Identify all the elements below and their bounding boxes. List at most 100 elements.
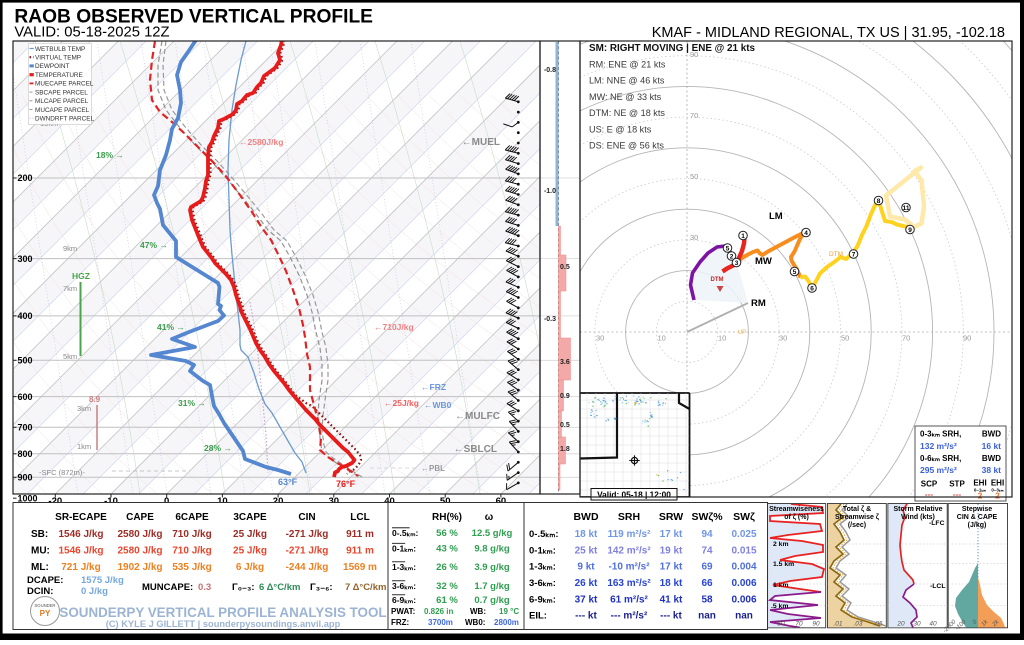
svg-text:0.025: 0.025	[731, 529, 756, 540]
svg-text:CIN: CIN	[298, 512, 315, 523]
svg-text:SB:: SB:	[31, 529, 48, 540]
svg-text:70: 70	[690, 111, 698, 120]
svg-text:18 kt: 18 kt	[575, 529, 598, 540]
svg-text:4: 4	[804, 230, 808, 237]
svg-text:BWD: BWD	[982, 454, 1001, 463]
svg-text:Stepwise: Stepwise	[962, 506, 992, 513]
svg-text:7: 7	[852, 251, 856, 258]
svg-text:90: 90	[963, 334, 971, 343]
svg-text:ω: ω	[485, 512, 494, 523]
svg-text:(/sec): (/sec)	[848, 522, 866, 529]
svg-text:DTM: DTM	[829, 251, 843, 258]
svg-text:2580 J/kg: 2580 J/kg	[117, 546, 162, 557]
svg-text:DCAPE:: DCAPE:	[27, 575, 63, 586]
svg-text:25 kt: 25 kt	[575, 546, 598, 557]
svg-text:26 kt: 26 kt	[575, 578, 598, 589]
svg-text:.03: .03	[853, 621, 862, 628]
svg-text:UP: UP	[738, 330, 746, 336]
svg-text:5: 5	[726, 245, 730, 252]
svg-text:-271 J/kg: -271 J/kg	[286, 546, 329, 557]
svg-text:1.8: 1.8	[560, 446, 570, 453]
svg-text:0.015: 0.015	[731, 546, 756, 557]
svg-text:19 kt: 19 kt	[660, 546, 683, 557]
svg-text:←WB0: ←WB0	[424, 400, 452, 410]
svg-text:3700m: 3700m	[428, 618, 453, 627]
svg-text:5km: 5km	[63, 352, 77, 361]
svg-text:←25J/kg: ←25J/kg	[384, 398, 419, 408]
svg-text:10: 10	[658, 334, 666, 343]
svg-text:SWζ: SWζ	[733, 511, 755, 523]
svg-text:3: 3	[735, 260, 739, 267]
svg-text:-10 m²/s²: -10 m²/s²	[608, 562, 650, 573]
svg-text:8: 8	[877, 198, 881, 205]
svg-text:41 kt: 41 kt	[660, 595, 683, 606]
svg-text:56 %: 56 %	[436, 528, 458, 539]
svg-text:--- m²/s²: --- m²/s²	[611, 611, 648, 622]
svg-text:WETBULB TEMP: WETBULB TEMP	[35, 46, 85, 53]
svg-text:10: 10	[718, 334, 726, 343]
svg-text:ML:: ML:	[31, 562, 49, 573]
svg-text:0.004: 0.004	[731, 562, 756, 573]
svg-text:EHI: EHI	[973, 479, 986, 488]
svg-text:5: 5	[793, 269, 797, 276]
svg-text:30: 30	[913, 621, 921, 628]
svg-text:WB0:: WB0:	[465, 618, 485, 627]
svg-text:200: 200	[18, 173, 33, 183]
svg-text:535 J/kg: 535 J/kg	[172, 562, 211, 573]
svg-text:US: E @ 18 kts: US: E @ 18 kts	[589, 124, 652, 134]
svg-text:3km: 3km	[77, 404, 91, 413]
svg-text:3.9 g/kg: 3.9 g/kg	[474, 562, 510, 573]
svg-text:.01: .01	[833, 621, 842, 628]
svg-text:30: 30	[690, 233, 698, 242]
svg-text:69: 69	[701, 562, 713, 573]
svg-text:(J/kg): (J/kg)	[968, 522, 987, 529]
svg-text:←SBLCL: ←SBLCL	[454, 444, 497, 455]
svg-text:43 %: 43 %	[436, 544, 458, 555]
svg-text:76°F: 76°F	[336, 479, 356, 489]
svg-text:25 J/kg: 25 J/kg	[233, 529, 267, 540]
svg-text:163 m²/s²: 163 m²/s²	[607, 578, 651, 589]
svg-text:SOUNDER: SOUNDER	[35, 603, 56, 608]
svg-text:1902 J/kg: 1902 J/kg	[117, 562, 162, 573]
svg-text:9km: 9km	[63, 244, 77, 253]
svg-text:1546 J/kg: 1546 J/kg	[58, 546, 103, 557]
svg-text:SRH: SRH	[618, 511, 640, 523]
svg-text:BWD: BWD	[573, 511, 598, 523]
svg-text:18% →: 18% →	[96, 150, 124, 160]
svg-text:PWAT:: PWAT:	[391, 607, 415, 616]
svg-text:MUECAPE PARCEL: MUECAPE PARCEL	[35, 81, 94, 88]
svg-text:(C) KYLE J GILLETT | sounderpy: (C) KYLE J GILLETT | sounderpysoundings.…	[106, 619, 341, 629]
svg-text:6-9ₖₘ:: 6-9ₖₘ:	[392, 595, 416, 605]
svg-text:1569 m: 1569 m	[343, 562, 377, 573]
svg-text:6: 6	[810, 285, 814, 292]
svg-text:←PBL: ←PBL	[421, 464, 445, 473]
svg-text:STP: STP	[949, 480, 965, 489]
svg-text:CIN & CAPE: CIN & CAPE	[957, 514, 998, 521]
svg-text:19 °C: 19 °C	[499, 607, 519, 616]
svg-text:Streamwiseness: Streamwiseness	[769, 506, 824, 513]
svg-text:2: 2	[978, 491, 983, 501]
svg-text:9 kt: 9 kt	[577, 562, 595, 573]
svg-text:31% →: 31% →	[178, 398, 206, 408]
svg-text:of ζ (%): of ζ (%)	[784, 514, 809, 521]
svg-text:-LCL: -LCL	[930, 583, 945, 590]
svg-text:Γ₀₋₃:: Γ₀₋₃:	[232, 582, 255, 593]
svg-text:25 J/kg: 25 J/kg	[233, 546, 267, 557]
svg-text:6 Δ°C/km: 6 Δ°C/km	[259, 582, 300, 593]
svg-text:710 J/kg: 710 J/kg	[172, 529, 211, 540]
svg-text:26 %: 26 %	[436, 562, 458, 573]
svg-text:←FRZ: ←FRZ	[421, 382, 446, 392]
svg-text:RH(%): RH(%)	[432, 512, 462, 523]
svg-text:7km: 7km	[63, 284, 77, 293]
svg-text:HGZ: HGZ	[72, 271, 90, 281]
svg-text:50: 50	[690, 172, 698, 181]
svg-text:1-3ₖₘ:: 1-3ₖₘ:	[392, 562, 416, 572]
svg-text:0-1ₖₘ:: 0-1ₖₘ:	[392, 544, 416, 554]
svg-text:←MULFC: ←MULFC	[455, 411, 500, 422]
svg-text:40: 40	[929, 621, 937, 628]
svg-text:TEMPERATURE: TEMPERATURE	[35, 72, 83, 79]
svg-text:2: 2	[995, 491, 1000, 501]
svg-text:3-6ₖₘ:: 3-6ₖₘ:	[392, 581, 416, 591]
svg-text:PY: PY	[40, 609, 51, 618]
svg-text:721 J/kg: 721 J/kg	[61, 562, 100, 573]
